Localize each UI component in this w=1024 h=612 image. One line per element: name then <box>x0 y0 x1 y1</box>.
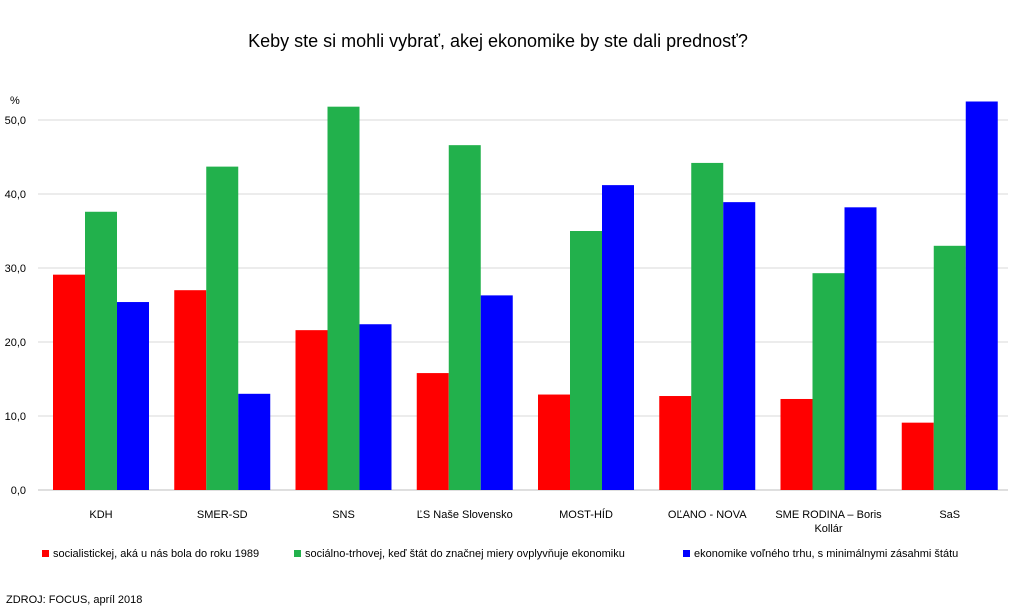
chart-title: Keby ste si mohli vybrať, akej ekonomike… <box>248 31 748 51</box>
x-category-label: SMER-SD <box>197 509 248 521</box>
y-axis-ticks: 0,0 10,0 20,0 30,0 40,0 50,0 <box>5 115 26 497</box>
bar <box>901 422 934 490</box>
bar <box>174 290 207 490</box>
source-note: ZDROJ: FOCUS, apríl 2018 <box>6 594 142 606</box>
bar <box>206 166 239 490</box>
bar <box>812 273 845 490</box>
x-axis-categories: KDH SMER-SD SNS ĽS Naše Slovensko MOST-HÍD OĽ… <box>89 508 960 535</box>
legend-swatch <box>683 550 690 557</box>
y-tick-label: 40,0 <box>5 189 26 201</box>
x-category-label: SNS <box>332 509 355 521</box>
bar <box>844 207 877 490</box>
y-tick-label: 50,0 <box>5 115 26 127</box>
legend-swatch <box>294 550 301 557</box>
legend: socialistickej, aká u nás bola do roku 1… <box>42 548 958 560</box>
y-tick-label: 30,0 <box>5 263 26 275</box>
bar <box>327 106 360 491</box>
bar <box>480 295 513 490</box>
legend-swatch <box>42 550 49 557</box>
legend-label: ekonomike voľného trhu, s minimálnymi zá… <box>694 548 958 560</box>
x-category-label: SME RODINA – Boris Kollár <box>775 509 882 535</box>
y-tick-label: 0,0 <box>11 485 26 497</box>
bar <box>659 396 692 490</box>
bar <box>780 398 813 490</box>
bar <box>723 202 756 490</box>
bar <box>238 393 271 490</box>
bar <box>117 302 149 490</box>
x-category-label: ĽS Naše Slovensko <box>417 509 513 521</box>
legend-label: sociálno-trhovej, keď štát do značnej mi… <box>305 548 625 560</box>
bars <box>53 101 998 491</box>
x-category-label: MOST-HÍD <box>559 508 613 521</box>
bar <box>416 373 449 490</box>
bar <box>602 185 634 490</box>
x-category-label: SaS <box>939 509 960 521</box>
y-axis-unit: % <box>10 95 20 107</box>
bar <box>448 145 481 490</box>
bar <box>538 394 570 490</box>
bar <box>295 330 328 490</box>
bar <box>53 274 85 490</box>
bar <box>570 231 602 490</box>
y-tick-label: 10,0 <box>5 411 26 423</box>
y-tick-label: 20,0 <box>5 337 26 349</box>
bar <box>933 245 966 490</box>
legend-label: socialistickej, aká u nás bola do roku 1… <box>53 548 259 560</box>
bar <box>359 324 392 490</box>
bar <box>691 162 724 491</box>
bar <box>85 211 117 490</box>
x-category-label: KDH <box>89 509 112 521</box>
bar <box>965 101 998 490</box>
x-category-label: OĽANO - NOVA <box>668 509 747 521</box>
